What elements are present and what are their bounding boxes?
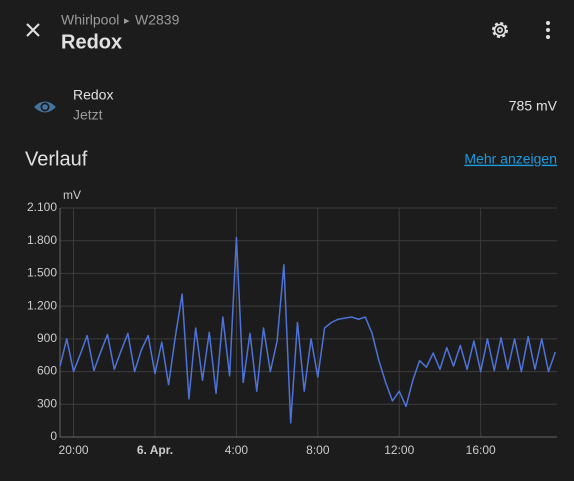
y-tick-label: 1.500 [27,266,57,280]
y-tick-label: 900 [37,331,57,345]
data-line [59,236,557,424]
chart: 0 300 600 900 1.200 1.500 1.800 2.100 20:00 6. Ap… [27,200,557,457]
x-tick-label: 8:00 [306,443,330,457]
y-tick-label: 1.200 [27,298,57,312]
more-link[interactable]: Mehr anzeigen [464,151,557,167]
y-tick-label: 2.100 [27,200,57,214]
x-tick-label: 12:00 [384,443,414,457]
y-tick-label: 1.800 [27,233,57,247]
entity-time: Jetzt [73,107,103,123]
y-axis-label: mV [63,188,81,202]
y-tick-label: 0 [50,429,57,443]
y-tick-label: 600 [37,364,57,378]
x-tick-label: 16:00 [466,443,496,457]
close-button[interactable] [26,23,40,37]
x-tick-label: 6. Apr. [137,443,173,457]
settings-button[interactable] [492,22,508,38]
menu-button[interactable] [546,21,550,39]
breadcrumb: Whirlpool [61,12,119,28]
entity-icon [34,101,56,113]
x-tick-label: 4:00 [225,443,249,457]
entity-state: 785 mV [509,98,558,114]
dialog-title: Redox [61,31,122,53]
breadcrumb: W2839 [135,12,180,28]
entity-name: Redox [73,87,113,103]
x-tick-label: 20:00 [59,443,89,457]
y-tick-label: 300 [37,396,57,410]
section-title: Verlauf [25,148,88,170]
breadcrumb-separator: ▸ [124,15,130,27]
